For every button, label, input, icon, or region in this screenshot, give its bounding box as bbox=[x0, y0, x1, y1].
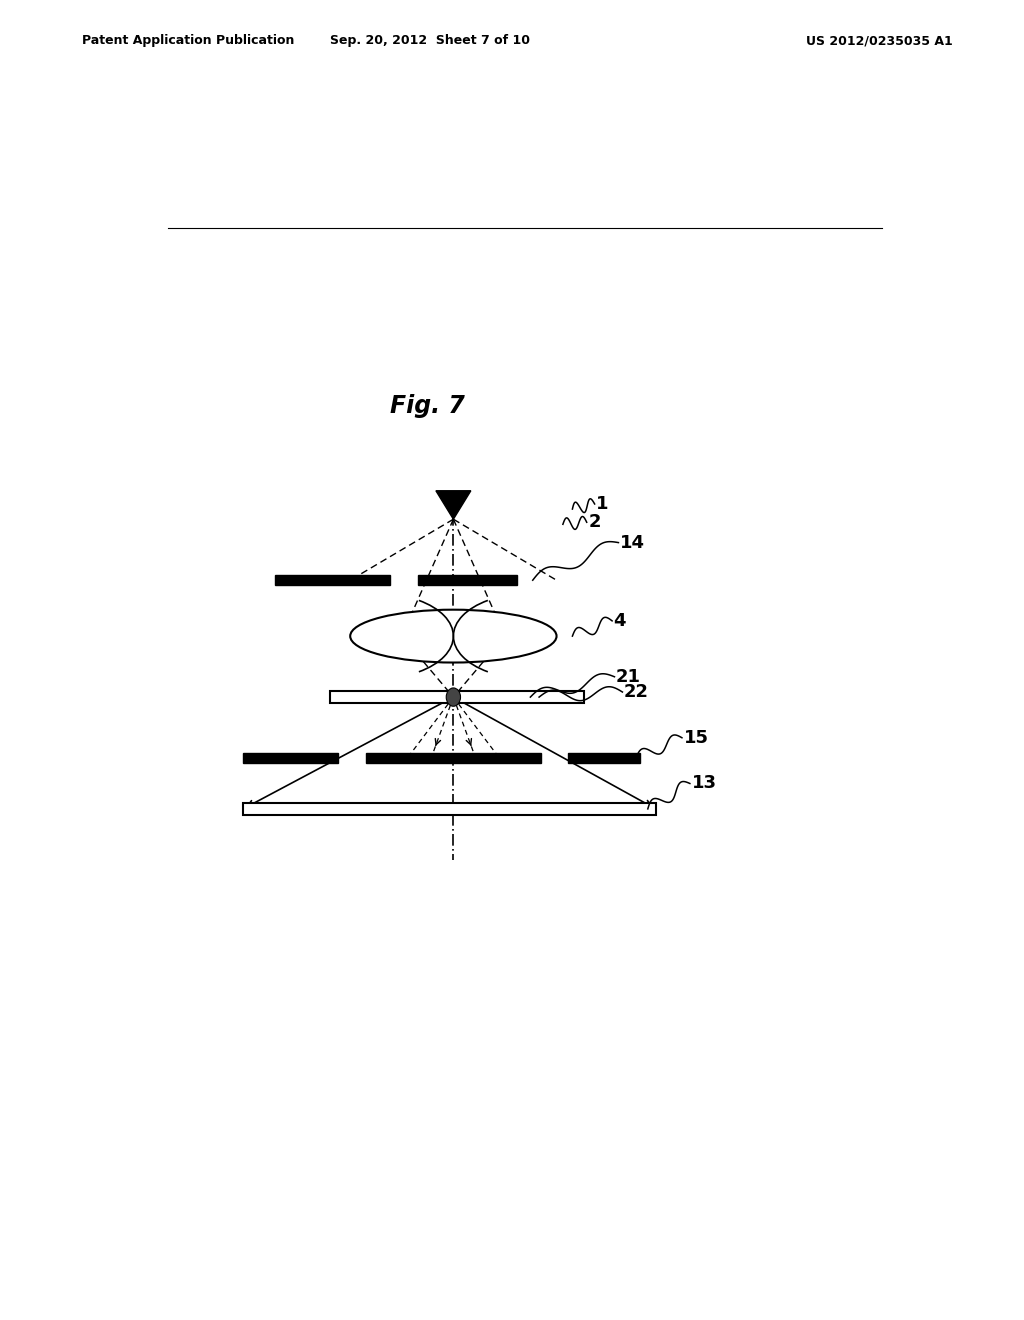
Text: 14: 14 bbox=[620, 533, 645, 552]
Text: Sep. 20, 2012  Sheet 7 of 10: Sep. 20, 2012 Sheet 7 of 10 bbox=[330, 34, 530, 48]
Bar bbox=[243, 803, 655, 814]
Text: Patent Application Publication: Patent Application Publication bbox=[82, 34, 294, 48]
Bar bbox=[274, 576, 390, 585]
Ellipse shape bbox=[351, 610, 555, 663]
Text: 1: 1 bbox=[596, 495, 608, 513]
Text: 4: 4 bbox=[613, 612, 627, 630]
Text: Fig. 7: Fig. 7 bbox=[390, 393, 465, 417]
Polygon shape bbox=[436, 491, 471, 519]
Bar bbox=[243, 752, 338, 763]
Bar bbox=[418, 576, 517, 585]
Text: 15: 15 bbox=[684, 729, 709, 747]
Bar bbox=[568, 752, 640, 763]
Text: 21: 21 bbox=[616, 668, 641, 686]
Text: US 2012/0235035 A1: US 2012/0235035 A1 bbox=[806, 34, 952, 48]
Bar bbox=[367, 752, 541, 763]
Circle shape bbox=[446, 688, 461, 706]
Bar bbox=[331, 690, 585, 704]
Text: 22: 22 bbox=[624, 682, 649, 701]
Text: 2: 2 bbox=[588, 513, 601, 531]
Text: 13: 13 bbox=[691, 775, 717, 792]
